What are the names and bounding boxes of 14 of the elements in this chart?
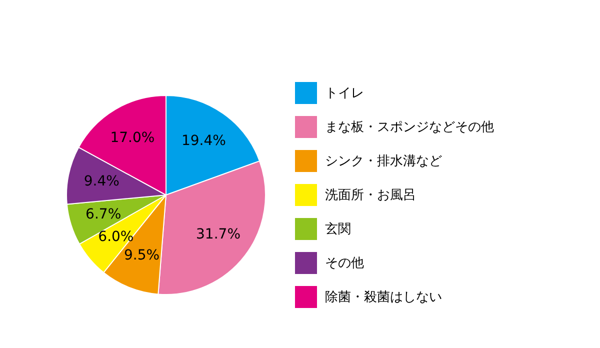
legend-label: まな板・スポンジなどその他 — [325, 119, 494, 136]
data-label: 17.0% — [110, 130, 155, 146]
data-label: 6.0% — [98, 229, 134, 246]
legend-label: トイレ — [325, 85, 364, 102]
legend-label: シンク・排水溝など — [325, 153, 442, 170]
data-label: 9.5% — [124, 248, 160, 264]
data-label: 31.7% — [196, 226, 240, 242]
legend-label: 玄関 — [325, 221, 351, 238]
data-label: 6.7% — [86, 206, 122, 222]
legend-label: その他 — [325, 255, 364, 272]
legend-label: 除菌・殺菌はしない — [325, 289, 442, 306]
data-label: 9.4% — [84, 173, 120, 190]
legend-label: 洗面所・お風呂 — [325, 187, 416, 204]
data-label: 19.4% — [181, 132, 226, 149]
